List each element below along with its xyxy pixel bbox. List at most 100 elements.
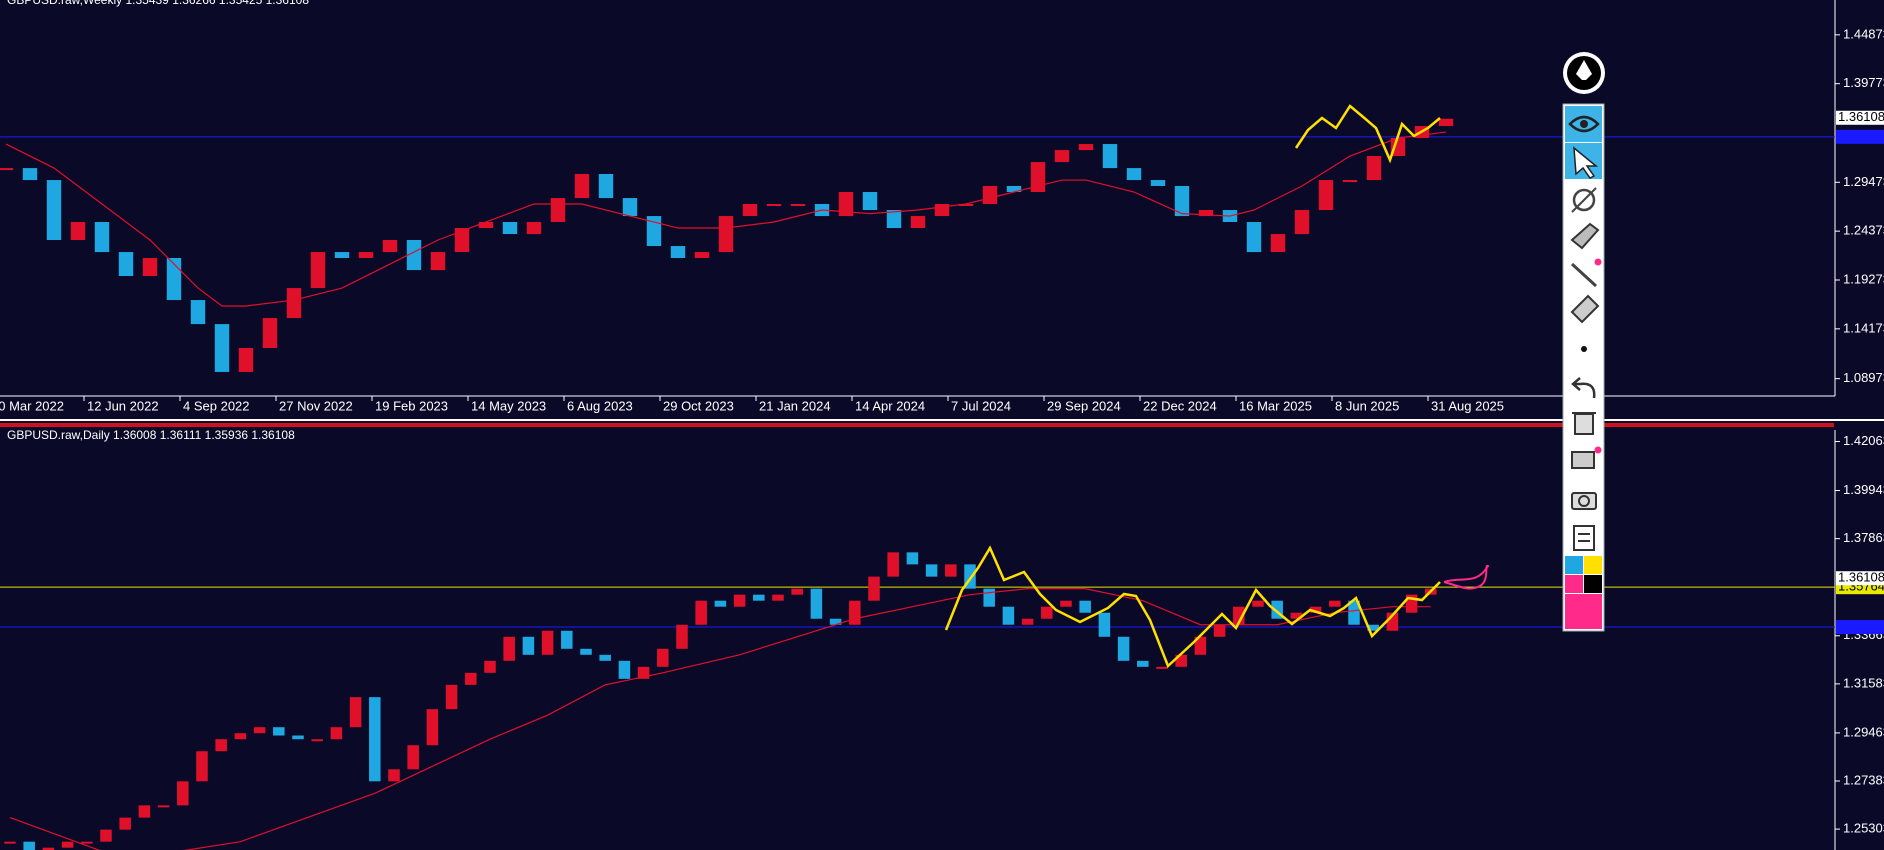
color-swatch[interactable] (1584, 556, 1602, 574)
candle (349, 697, 362, 728)
candle (100, 829, 112, 842)
x-tick-label: 14 May 2023 (471, 398, 546, 413)
candle (478, 221, 494, 229)
tool-cursor[interactable] (1573, 146, 1599, 179)
drawing-toolbar (1562, 52, 1605, 632)
candle (753, 594, 765, 601)
x-tick-label: 14 Apr 2024 (855, 398, 925, 413)
candle (618, 660, 631, 679)
candle (772, 594, 784, 601)
daily-chart: GBPUSD.raw,Daily 1.36008 1.36111 1.35936… (0, 428, 1884, 850)
color-swatch[interactable] (1565, 575, 1583, 593)
price-level-tag (1836, 620, 1884, 635)
x-tick-label: 29 Oct 2023 (663, 398, 734, 413)
tool-screenshot-lens (1578, 495, 1590, 507)
candle (1198, 210, 1214, 217)
candle (0, 168, 14, 171)
tool-undo[interactable] (1571, 377, 1596, 399)
candle (810, 588, 823, 619)
x-tick-label: 27 Nov 2022 (279, 398, 353, 413)
tool-dot[interactable] (1581, 346, 1587, 352)
tool-line[interactable] (1570, 262, 1598, 288)
candle (286, 288, 302, 319)
drawing-projection[interactable] (1443, 564, 1490, 590)
candle (838, 192, 854, 217)
x-tick-label: 6 Aug 2023 (567, 398, 633, 413)
candle (426, 709, 439, 746)
candle (580, 648, 592, 655)
tool-eraser[interactable] (1570, 294, 1600, 324)
candle (1156, 666, 1168, 669)
candle (215, 739, 227, 752)
candle (910, 216, 926, 229)
candle (983, 588, 995, 607)
tool-tag[interactable] (1570, 222, 1600, 250)
candle (1270, 234, 1286, 253)
y-tick-label: 1.08973 (1843, 370, 1884, 385)
candle (214, 324, 230, 372)
y-tick-label: 1.39773 (1843, 75, 1884, 90)
y-tick-label: 1.29473 (1843, 174, 1884, 189)
panel-separator (0, 423, 1834, 427)
drawing-zigzag[interactable] (944, 545, 1441, 669)
tool-delete[interactable] (1574, 413, 1594, 435)
y-tick-label: 1.37863 (1843, 530, 1884, 545)
candle (561, 630, 573, 649)
last-price-tag (1836, 571, 1884, 586)
candle (791, 588, 803, 595)
color-swatch[interactable] (1565, 556, 1583, 574)
x-tick-label: 31 Aug 2025 (1431, 398, 1504, 413)
candle (1102, 144, 1118, 169)
candle (1309, 606, 1322, 613)
candle (849, 600, 861, 625)
candle (166, 257, 182, 301)
candle (1271, 600, 1283, 619)
candle (454, 228, 470, 253)
candle (1348, 600, 1360, 625)
x-tick-label: 8 Jun 2025 (1335, 398, 1399, 413)
y-tick-label: 1.31583 (1843, 675, 1884, 690)
candle (4, 841, 16, 844)
y-tick-label: 1.39943 (1843, 482, 1884, 497)
candle (234, 733, 247, 740)
tool-clipboard[interactable] (1573, 525, 1595, 551)
candle (81, 841, 93, 844)
y-tick-label: 1.14173 (1843, 320, 1884, 335)
tool-timer[interactable] (1572, 188, 1596, 212)
candle (42, 847, 55, 850)
candle (637, 666, 650, 679)
candle (61, 841, 74, 848)
candle (1290, 612, 1303, 619)
candle (599, 654, 611, 661)
candle (1318, 180, 1334, 211)
tool-timer-slash (1571, 187, 1597, 213)
color-swatch[interactable] (1565, 594, 1602, 629)
toolbar-panel (1562, 103, 1605, 632)
candle (598, 174, 614, 199)
x-tick-label: 22 Dec 2024 (1143, 398, 1217, 413)
candle (790, 203, 806, 206)
candle (1175, 654, 1187, 667)
tool-eye-pupil (1580, 120, 1588, 128)
candle (657, 648, 669, 667)
tool-templates[interactable] (1571, 451, 1595, 469)
candle (695, 600, 707, 625)
candle (334, 252, 350, 258)
tool-screenshot[interactable] (1571, 492, 1597, 510)
candle (1041, 606, 1053, 619)
color-swatch[interactable] (1584, 575, 1602, 593)
drawing-zigzag[interactable] (1294, 104, 1441, 164)
candle (1098, 612, 1111, 637)
candle (330, 727, 343, 740)
candle (1390, 138, 1406, 157)
candle (574, 174, 590, 199)
chart-title: GBPUSD.raw,Daily 1.36008 1.36111 1.35936… (7, 428, 295, 442)
x-tick-label: 29 Sep 2024 (1047, 398, 1121, 413)
candle (829, 618, 842, 625)
candle (388, 769, 400, 782)
candle (550, 198, 566, 222)
candle (177, 781, 189, 806)
candle (676, 624, 688, 649)
tool-eye[interactable] (1568, 115, 1600, 133)
